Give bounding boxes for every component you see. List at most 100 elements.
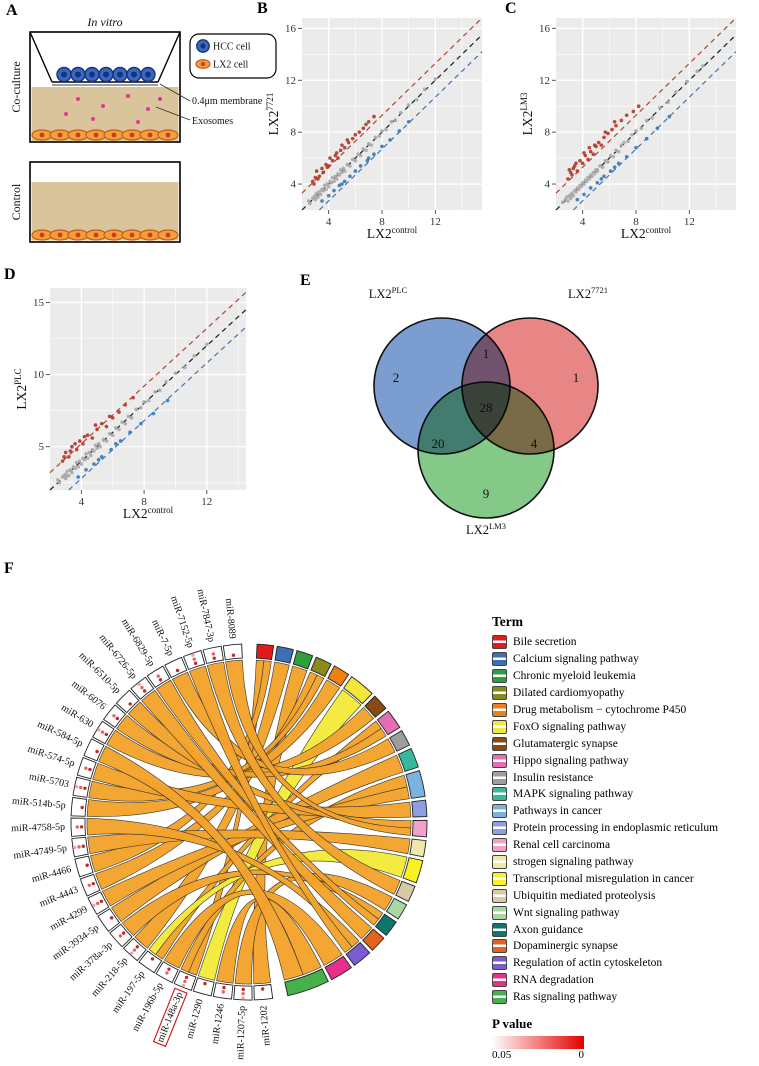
venn-label-lm3: LX2LM3 bbox=[466, 521, 506, 537]
term-label: Calcium signaling pathway bbox=[513, 653, 639, 666]
term-label: strogen signaling pathway bbox=[513, 856, 634, 869]
term-color-key bbox=[492, 787, 507, 802]
svg-text:10: 10 bbox=[33, 369, 45, 381]
lx2-cells-coculture bbox=[31, 129, 179, 141]
term-label: Axon guidance bbox=[513, 923, 583, 936]
svg-text:12: 12 bbox=[285, 75, 296, 87]
term-label: Dopaminergic synapse bbox=[513, 940, 618, 953]
svg-text:12: 12 bbox=[201, 496, 212, 508]
highlighted-mirna-box bbox=[152, 987, 188, 1048]
term-label: Drug metabolism − cytochrome P450 bbox=[513, 704, 687, 716]
points-up bbox=[566, 104, 641, 181]
svg-text:8: 8 bbox=[379, 216, 385, 228]
mirna-label: miR-1207-5p bbox=[235, 1006, 248, 1060]
term-label: Protein processing in endoplasmic reticu… bbox=[513, 822, 719, 835]
svg-text:miR-7-5p: miR-7-5p bbox=[149, 618, 176, 658]
venn-count-lm3-7721: 4 bbox=[531, 436, 538, 451]
legend-item: MAPK signaling pathway bbox=[492, 786, 758, 803]
svg-text:miR-1202: miR-1202 bbox=[258, 1005, 272, 1046]
term-color-key bbox=[492, 635, 507, 650]
points-down bbox=[76, 398, 170, 479]
insert-wall-right bbox=[157, 31, 181, 83]
svg-text:miR-7152-5p: miR-7152-5p bbox=[168, 595, 196, 650]
svg-text:miR-4443: miR-4443 bbox=[38, 884, 80, 909]
hcc-cell-icon-nucleus bbox=[200, 43, 206, 49]
points-ns bbox=[56, 342, 209, 485]
membrane-leader-line bbox=[159, 83, 191, 102]
term-label: Bile secretion bbox=[513, 636, 577, 649]
insert-wall-left bbox=[29, 31, 53, 83]
mirna-label: miR-1246 bbox=[210, 1003, 227, 1045]
term-segments bbox=[255, 643, 428, 997]
venn-diagram: LX2PLC LX27721 LX2LM3 2 1 1 28 20 4 9 bbox=[369, 285, 608, 537]
y-axis-label: LX2LM3 bbox=[519, 92, 535, 135]
venn-count-lm3-only: 9 bbox=[483, 486, 490, 501]
term-color-key bbox=[492, 855, 507, 870]
mirna-label: miR-1290 bbox=[184, 998, 205, 1040]
term-label: Wnt signaling pathway bbox=[513, 906, 620, 919]
mirna-label: miR-6076 bbox=[69, 679, 108, 713]
svg-text:miR-514b-5p: miR-514b-5p bbox=[12, 796, 67, 812]
coculture-label: Co-culture bbox=[9, 61, 23, 112]
x-axis-label: LX2control bbox=[621, 225, 672, 241]
mirna-label: miR-1202 bbox=[258, 1005, 272, 1046]
legend-item: Drug metabolism − cytochrome P450 bbox=[492, 702, 758, 719]
pvalue-scale-labels: 0.05 0 bbox=[492, 1049, 584, 1061]
legend-item: strogen signaling pathway bbox=[492, 854, 758, 871]
panel-label-e: E bbox=[300, 272, 311, 289]
legend-item: Insulin resistance bbox=[492, 769, 758, 786]
term-label: Ubiquitin mediated proteolysis bbox=[513, 889, 656, 902]
term-color-key bbox=[492, 838, 507, 853]
points-up bbox=[60, 395, 135, 463]
scatter-plot-7721: 4 8 12 4 8 12 16 LX27721 LX2control bbox=[265, 17, 483, 241]
term-color-key bbox=[492, 990, 507, 1005]
plot-area bbox=[50, 288, 246, 490]
points-ns bbox=[306, 77, 438, 206]
term-label: Insulin resistance bbox=[513, 771, 594, 784]
svg-text:miR-4299: miR-4299 bbox=[48, 904, 89, 933]
legend-item: Transcriptional misregulation in cancer bbox=[492, 870, 758, 887]
svg-text:LX27721: LX27721 bbox=[265, 93, 281, 136]
legend-item: Dilated cardiomyopathy bbox=[492, 685, 758, 702]
legend-item: Chronic myeloid leukemia bbox=[492, 668, 758, 685]
legend-item: Pathways in cancer bbox=[492, 803, 758, 820]
svg-text:8: 8 bbox=[141, 496, 147, 508]
term-label: Glutamatergic synapse bbox=[513, 737, 618, 750]
control-label: Control bbox=[9, 183, 23, 220]
membrane-label: 0.4μm membrane bbox=[192, 96, 263, 107]
term-legend-items: Bile secretion Calcium signaling pathway C… bbox=[492, 634, 758, 1006]
term-color-key bbox=[492, 956, 507, 971]
mirna-label: miR-8089 bbox=[223, 598, 238, 639]
mirna-label: miR-584-5p bbox=[36, 719, 85, 750]
svg-text:miR-584-5p: miR-584-5p bbox=[36, 719, 85, 750]
panel-label-d: D bbox=[4, 266, 16, 283]
term-label: Dilated cardiomyopathy bbox=[513, 687, 625, 700]
svg-text:miR-1207-5p: miR-1207-5p bbox=[235, 1006, 248, 1060]
mirna-label: miR-574-5p bbox=[26, 744, 76, 770]
points-up bbox=[310, 114, 376, 186]
term-color-key bbox=[492, 686, 507, 701]
legend-item: Wnt signaling pathway bbox=[492, 904, 758, 921]
term-color-key bbox=[492, 669, 507, 684]
pvalue-title: P value bbox=[492, 1015, 533, 1031]
term-color-key bbox=[492, 703, 507, 717]
hcc-cells bbox=[56, 66, 156, 83]
term-color-key bbox=[492, 804, 507, 819]
mirna-label: miR-4466 bbox=[31, 864, 73, 885]
svg-text:miR-7847-3p: miR-7847-3p bbox=[195, 588, 217, 643]
venn-count-plc-7721: 1 bbox=[483, 346, 490, 361]
panel-label-f: F bbox=[4, 560, 14, 577]
term-color-key bbox=[492, 939, 507, 954]
svg-text:8: 8 bbox=[633, 216, 639, 228]
venn-count-plc-only: 2 bbox=[393, 370, 400, 385]
cell-legend: HCC cell LX2 cell bbox=[189, 33, 277, 79]
legend-item: Ubiquitin mediated proteolysis bbox=[492, 887, 758, 904]
svg-text:miR-4466: miR-4466 bbox=[31, 864, 73, 885]
points-down bbox=[320, 119, 411, 203]
mirna-label: miR-5703 bbox=[28, 771, 70, 790]
term-color-key bbox=[492, 652, 507, 667]
svg-text:miR-1290: miR-1290 bbox=[184, 998, 205, 1040]
venn-label-plc: LX2PLC bbox=[369, 285, 408, 301]
term-color-key bbox=[492, 888, 507, 903]
